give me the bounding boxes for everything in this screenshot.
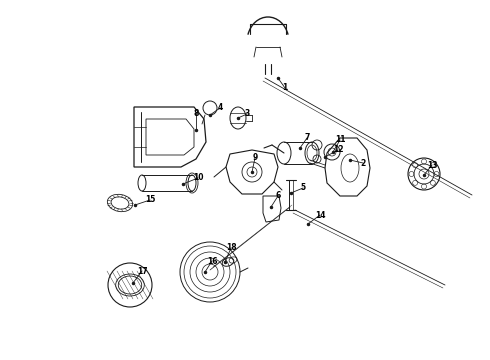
Text: 10: 10 [193, 174, 203, 183]
Text: 8: 8 [194, 108, 198, 117]
Text: 12: 12 [333, 145, 343, 154]
Text: 16: 16 [207, 256, 217, 266]
Text: 11: 11 [335, 135, 345, 144]
Text: 7: 7 [304, 134, 310, 143]
Text: 1: 1 [282, 84, 288, 93]
Text: 3: 3 [245, 109, 249, 118]
Text: 9: 9 [252, 153, 258, 162]
Text: 5: 5 [300, 184, 306, 193]
Text: 15: 15 [145, 195, 155, 204]
Text: 18: 18 [226, 243, 236, 252]
Text: 14: 14 [315, 211, 325, 220]
Text: 17: 17 [137, 266, 147, 275]
Text: 6: 6 [275, 192, 281, 201]
Text: 4: 4 [218, 104, 222, 112]
Text: 2: 2 [360, 158, 366, 167]
Text: 13: 13 [427, 161, 437, 170]
